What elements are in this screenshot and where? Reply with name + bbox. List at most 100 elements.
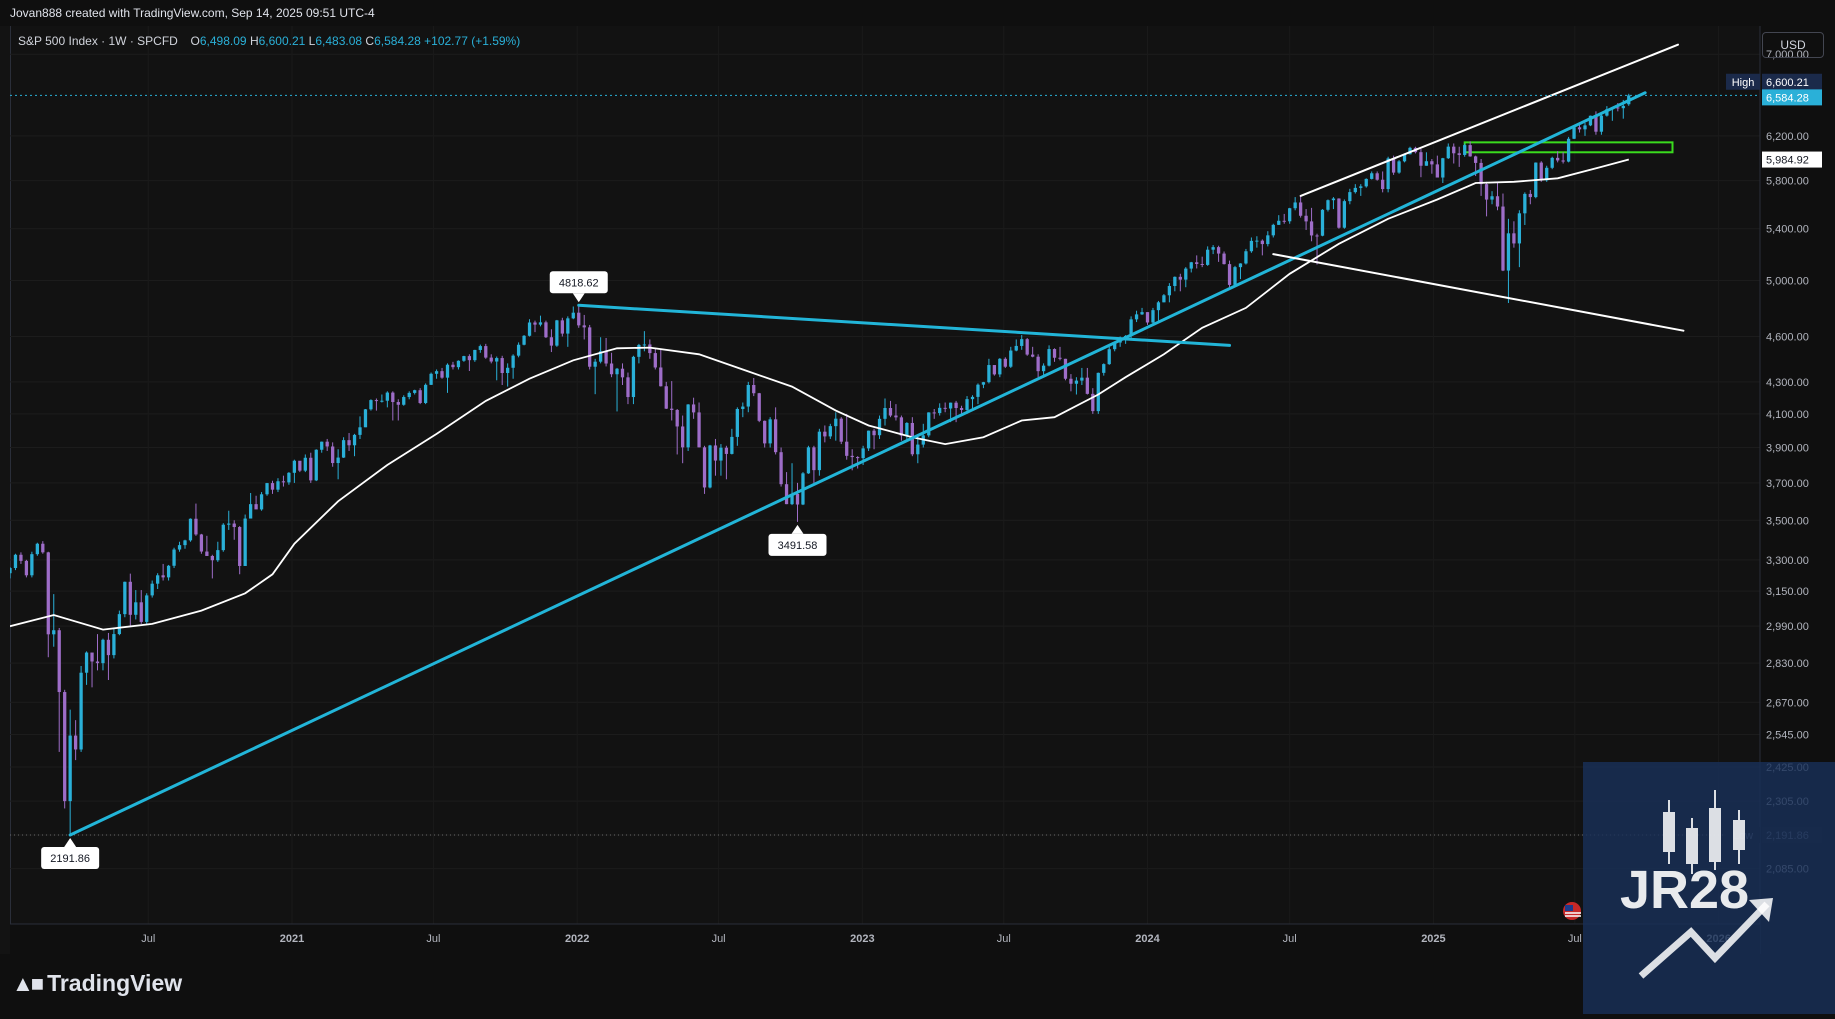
- channel-lower-line[interactable]: [1272, 253, 1685, 332]
- candle: [341, 437, 346, 458]
- price-callout[interactable]: 2191.86: [41, 837, 100, 869]
- candle-body: [57, 630, 61, 693]
- candle: [117, 610, 122, 636]
- candle-body: [1484, 184, 1489, 200]
- price-callout[interactable]: 4818.62: [549, 271, 608, 303]
- time-axis[interactable]: [10, 924, 1760, 954]
- candle: [1566, 136, 1571, 163]
- candle: [1227, 260, 1232, 288]
- candle-body: [845, 441, 849, 456]
- candle-body: [1298, 202, 1303, 216]
- candle: [90, 652, 94, 688]
- candle: [1031, 346, 1035, 358]
- candle-body: [347, 440, 351, 446]
- candle-body: [1282, 220, 1286, 222]
- candle-body: [588, 327, 592, 367]
- candle-body: [1288, 208, 1292, 222]
- candle: [1216, 245, 1221, 262]
- candle: [106, 632, 111, 680]
- long-term-trendline[interactable]: [68, 91, 1647, 837]
- candle-body: [746, 384, 750, 407]
- candle: [675, 408, 679, 455]
- resistance-trendline[interactable]: [577, 303, 1232, 347]
- candle-body: [1566, 138, 1571, 162]
- candle-body: [1222, 253, 1226, 265]
- candle: [1309, 207, 1314, 242]
- candle: [987, 358, 991, 384]
- moving-average-line[interactable]: [10, 158, 1630, 631]
- us-flag-icon[interactable]: [1563, 902, 1581, 920]
- candle: [511, 354, 515, 379]
- candle-body: [1134, 314, 1139, 320]
- candle-body: [101, 639, 105, 664]
- candle-body: [976, 384, 980, 397]
- candle-body: [877, 418, 882, 436]
- candle: [391, 391, 395, 421]
- channel-upper-line[interactable]: [1299, 43, 1679, 197]
- candle: [445, 363, 450, 393]
- candle: [1047, 345, 1051, 367]
- candle: [1025, 337, 1029, 356]
- candle: [358, 416, 362, 439]
- candle-body: [73, 735, 78, 750]
- candle: [719, 444, 723, 476]
- candle-body: [358, 427, 362, 435]
- candle-body: [1359, 186, 1363, 188]
- candle: [303, 454, 307, 473]
- candle: [872, 428, 876, 450]
- candle: [227, 510, 231, 530]
- candle-body: [24, 560, 29, 576]
- candle-body: [221, 524, 225, 551]
- candle-body: [276, 481, 280, 490]
- candle: [35, 542, 39, 556]
- tradingview-logo[interactable]: ▲■ TradingView: [12, 970, 182, 997]
- candle: [1173, 276, 1177, 292]
- candle-body: [527, 322, 532, 336]
- candle-body: [1599, 115, 1604, 132]
- candle: [1266, 231, 1270, 247]
- candle-body: [1113, 342, 1117, 350]
- candle-body: [489, 357, 493, 362]
- candle-body: [156, 575, 160, 584]
- candle: [57, 627, 61, 752]
- candle-body: [128, 581, 132, 615]
- candle-body: [927, 412, 931, 436]
- y-tick-label: 4,600.00: [1766, 332, 1809, 344]
- y-tick-label: 3,300.00: [1766, 555, 1809, 567]
- price-callout[interactable]: 3491.58: [768, 524, 827, 556]
- candle-body: [35, 543, 39, 555]
- candle-body: [697, 412, 701, 448]
- candle-body: [1304, 215, 1308, 222]
- candle-body: [894, 415, 898, 418]
- currency-button[interactable]: USD: [1762, 32, 1824, 58]
- candle: [500, 355, 504, 385]
- price-label-tag: High: [1732, 77, 1755, 89]
- candle: [1298, 195, 1303, 218]
- candle: [549, 329, 554, 353]
- callout-box: [549, 271, 608, 294]
- candle: [1085, 367, 1089, 395]
- candle-body: [172, 549, 176, 566]
- candle: [1370, 171, 1374, 180]
- candle-body: [1473, 156, 1478, 163]
- candle: [1069, 374, 1073, 392]
- candle-body: [719, 447, 723, 461]
- candle-body: [188, 518, 193, 541]
- candle-body: [1266, 235, 1270, 245]
- candle-body: [1085, 377, 1089, 394]
- candle-body: [1140, 312, 1144, 315]
- candle-body: [1468, 145, 1472, 157]
- candle: [1419, 148, 1423, 178]
- candle-body: [549, 337, 554, 346]
- callout-label: 3491.58: [778, 540, 818, 552]
- candle: [806, 445, 811, 474]
- candle-body: [451, 364, 455, 368]
- candle-body: [325, 441, 329, 447]
- candle: [177, 541, 182, 552]
- candle-body: [473, 349, 477, 361]
- candle-body: [1424, 161, 1429, 166]
- candle-body: [1621, 105, 1625, 109]
- candle-body: [396, 402, 400, 405]
- y-tick-label: 2,545.00: [1766, 730, 1809, 742]
